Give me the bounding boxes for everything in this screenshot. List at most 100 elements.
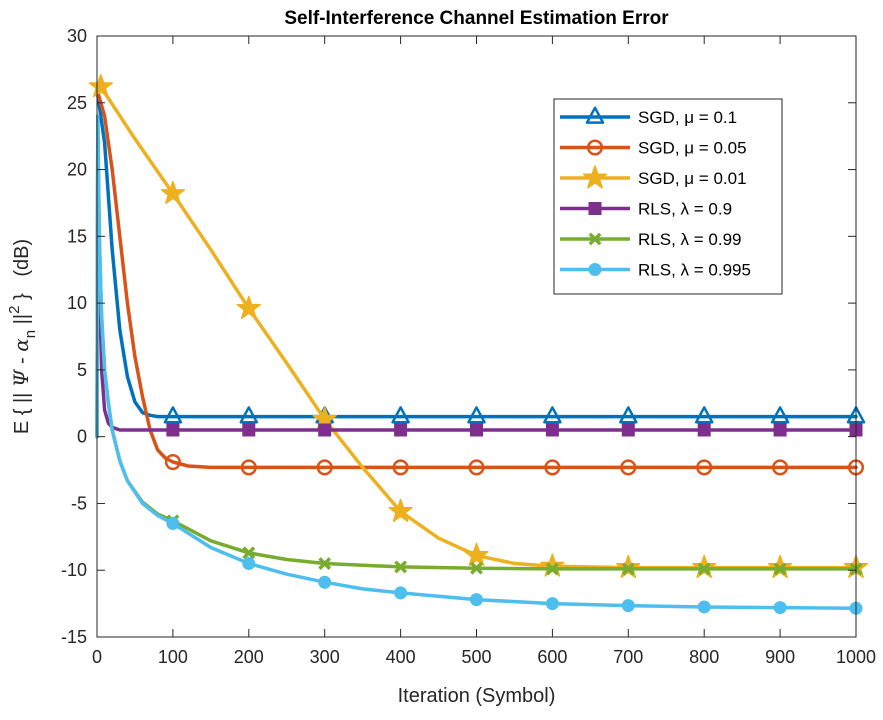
legend-item: SGD, μ = 0.05 [560,139,747,158]
series-5 [95,114,863,615]
data-point [470,561,483,575]
data-point [468,459,485,476]
legend-marker [585,106,605,124]
x-tick-label: 800 [689,647,719,667]
data-point [160,180,186,205]
legend-marker [582,165,608,189]
data-point [621,423,635,437]
series-layer [88,74,869,615]
legend-marker [586,139,604,156]
data-point [467,406,486,424]
data-point [621,599,635,613]
y-tick-label: -15 [61,627,87,647]
data-point [464,542,489,566]
legend: SGD, μ = 0.1 SGD, μ = 0.05 SGD, μ = 0.01 RL… [553,98,783,295]
y-tick-label: 0 [77,427,87,447]
legend-item: SGD, μ = 0.01 [560,165,747,189]
data-point [391,406,410,424]
data-point [772,459,789,476]
series-1 [95,87,865,476]
x-tick-label: 900 [765,647,795,667]
data-point [394,586,408,600]
data-point [318,423,332,437]
legend-label: RLS, λ = 0.9 [638,200,732,219]
data-point [696,459,713,476]
data-point [545,423,559,437]
legend-label: SGD, μ = 0.01 [638,169,747,188]
data-point [773,601,787,615]
series-0 [95,87,866,424]
series-line [95,114,858,611]
data-point [240,459,257,476]
data-point [394,423,408,437]
data-point [619,406,638,424]
y-tick-label: 5 [77,360,87,380]
legend-label: RLS, λ = 0.995 [638,261,751,280]
data-point [697,562,711,576]
data-point [318,575,332,589]
y-tick-label: -10 [61,560,87,580]
legend-item: SGD, μ = 0.1 [560,106,737,127]
x-tick-label: 100 [158,647,188,667]
data-point [242,546,256,560]
y-tick-label: 10 [67,293,87,313]
x-tick-label: 200 [234,647,264,667]
data-point [470,593,483,607]
data-point [88,74,113,98]
y-tick-label: 30 [67,26,87,46]
legend-item: RLS, λ = 0.995 [560,261,751,280]
y-tick-label: 20 [67,160,87,180]
x-tick-label: 300 [310,647,340,667]
x-tick-label: 400 [386,647,416,667]
chart-title: Self-Interference Channel Estimation Err… [284,8,669,29]
data-point [621,562,635,576]
data-point [164,453,181,471]
data-point [544,459,561,476]
x-tick-label: 700 [613,647,643,667]
x-axis: 0 100 200 300 400 500 600 700 800 900 1000 [92,36,876,667]
data-point [239,406,259,424]
legend-label: RLS, λ = 0.99 [638,230,741,249]
data-point [694,406,714,424]
data-point [242,423,256,437]
legend-label: SGD, μ = 0.1 [638,108,737,127]
data-point [545,597,559,611]
data-point [236,295,261,319]
legend-item: RLS, λ = 0.9 [560,200,732,219]
y-tick-label: 15 [67,226,87,246]
data-point [697,423,711,437]
x-axis-label: Iteration (Symbol) [398,685,556,707]
legend-item: RLS, λ = 0.99 [560,230,741,249]
data-point [773,423,787,437]
y-axis: -15 -10 -5 0 5 10 15 20 25 30 [61,26,856,647]
data-point [163,406,183,424]
data-point [394,560,408,574]
data-point [242,557,256,571]
x-tick-label: 0 [92,647,102,667]
data-point [388,498,413,522]
data-point [770,406,790,424]
data-point [543,406,562,424]
data-point [697,600,711,614]
data-point [545,562,559,576]
y-tick-label: -5 [71,493,87,513]
legend-marker [588,202,602,215]
data-point [316,459,333,476]
data-point [392,459,409,476]
legend-box [553,98,783,295]
x-tick-label: 500 [461,647,491,667]
series-line [95,87,858,419]
data-point [470,423,483,437]
x-tick-label: 600 [537,647,567,667]
data-point [166,516,180,530]
data-point [773,562,787,576]
x-tick-label: 1000 [836,647,876,667]
data-point [318,557,332,570]
legend-marker [588,263,602,276]
y-axis-label: E { || Ψ - αn​ ||2​ } (dB) [6,239,39,434]
y-tick-label: 25 [67,93,87,113]
legend-label: SGD, μ = 0.05 [638,139,747,158]
data-point [620,459,637,476]
